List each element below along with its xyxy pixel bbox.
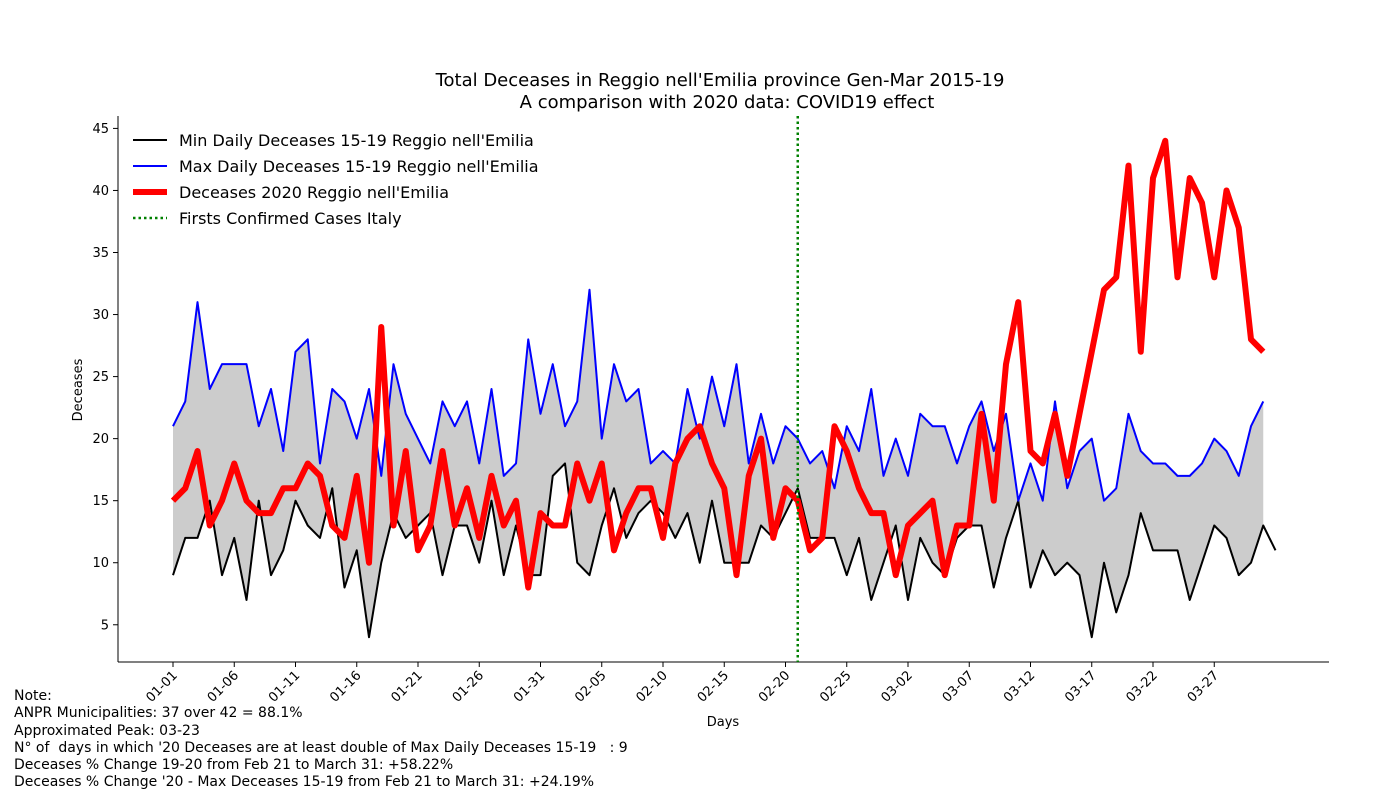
x-tick-label: 02-15 [695,668,732,705]
x-tick-label: 03-27 [1185,668,1222,705]
chart-subtitle: A comparison with 2020 data: COVID19 eff… [520,92,935,113]
y-tick-label: 40 [92,184,109,199]
deceases-2020-line [170,137,1266,591]
notes-block: Note: ANPR Municipalities: 37 over 42 = … [14,688,628,792]
min-series-line [172,462,1277,639]
x-tick-label: 03-02 [879,668,916,705]
x-tick-label: 03-22 [1124,668,1161,705]
legend-item-min-label: Min Daily Deceases 15-19 Reggio nell'Emi… [179,131,534,150]
y-tick-label: 35 [92,246,109,261]
note-double-days: N° of days in which '20 Deceases are at … [14,739,628,756]
note-change-max: Deceases % Change '20 - Max Deceases 15-… [14,774,595,791]
note-peak: Approximated Peak: 03-23 [14,722,200,739]
x-axis-label: Days [707,715,740,730]
legend-item-vline-label: Firsts Confirmed Cases Italy [179,209,402,228]
x-tick-label: 02-10 [634,668,671,705]
note-municipalities: ANPR Municipalities: 37 over 42 = 88.1% [14,705,303,722]
max-series-line [172,288,1265,502]
min-max-band [173,289,1264,638]
x-tick-label: 03-17 [1062,668,1099,705]
x-tick-label: 02-25 [817,668,854,705]
note-change-19-20: Deceases % Change 19-20 from Feb 21 to M… [14,757,454,774]
y-tick-label: 10 [92,556,109,571]
y-tick-label: 25 [92,370,109,385]
x-tick-label: 02-20 [756,668,793,705]
chart-title: Total Deceases in Reggio nell'Emilia pro… [435,70,1005,91]
legend-item-2020-label: Deceases 2020 Reggio nell'Emilia [179,183,449,202]
x-tick-label: 03-12 [1001,668,1038,705]
y-tick-label: 5 [101,618,109,633]
y-tick-label: 15 [92,494,109,509]
y-tick-label: 45 [92,122,109,137]
legend-item-max-label: Max Daily Deceases 15-19 Reggio nell'Emi… [179,157,539,176]
y-axis-label: Deceases [71,358,86,421]
note-heading: Note: [14,688,52,704]
y-tick-label: 20 [92,432,109,447]
x-tick-label: 03-07 [940,668,977,705]
legend: Min Daily Deceases 15-19 Reggio nell'Emi… [133,131,539,228]
y-tick-label: 30 [92,308,109,323]
